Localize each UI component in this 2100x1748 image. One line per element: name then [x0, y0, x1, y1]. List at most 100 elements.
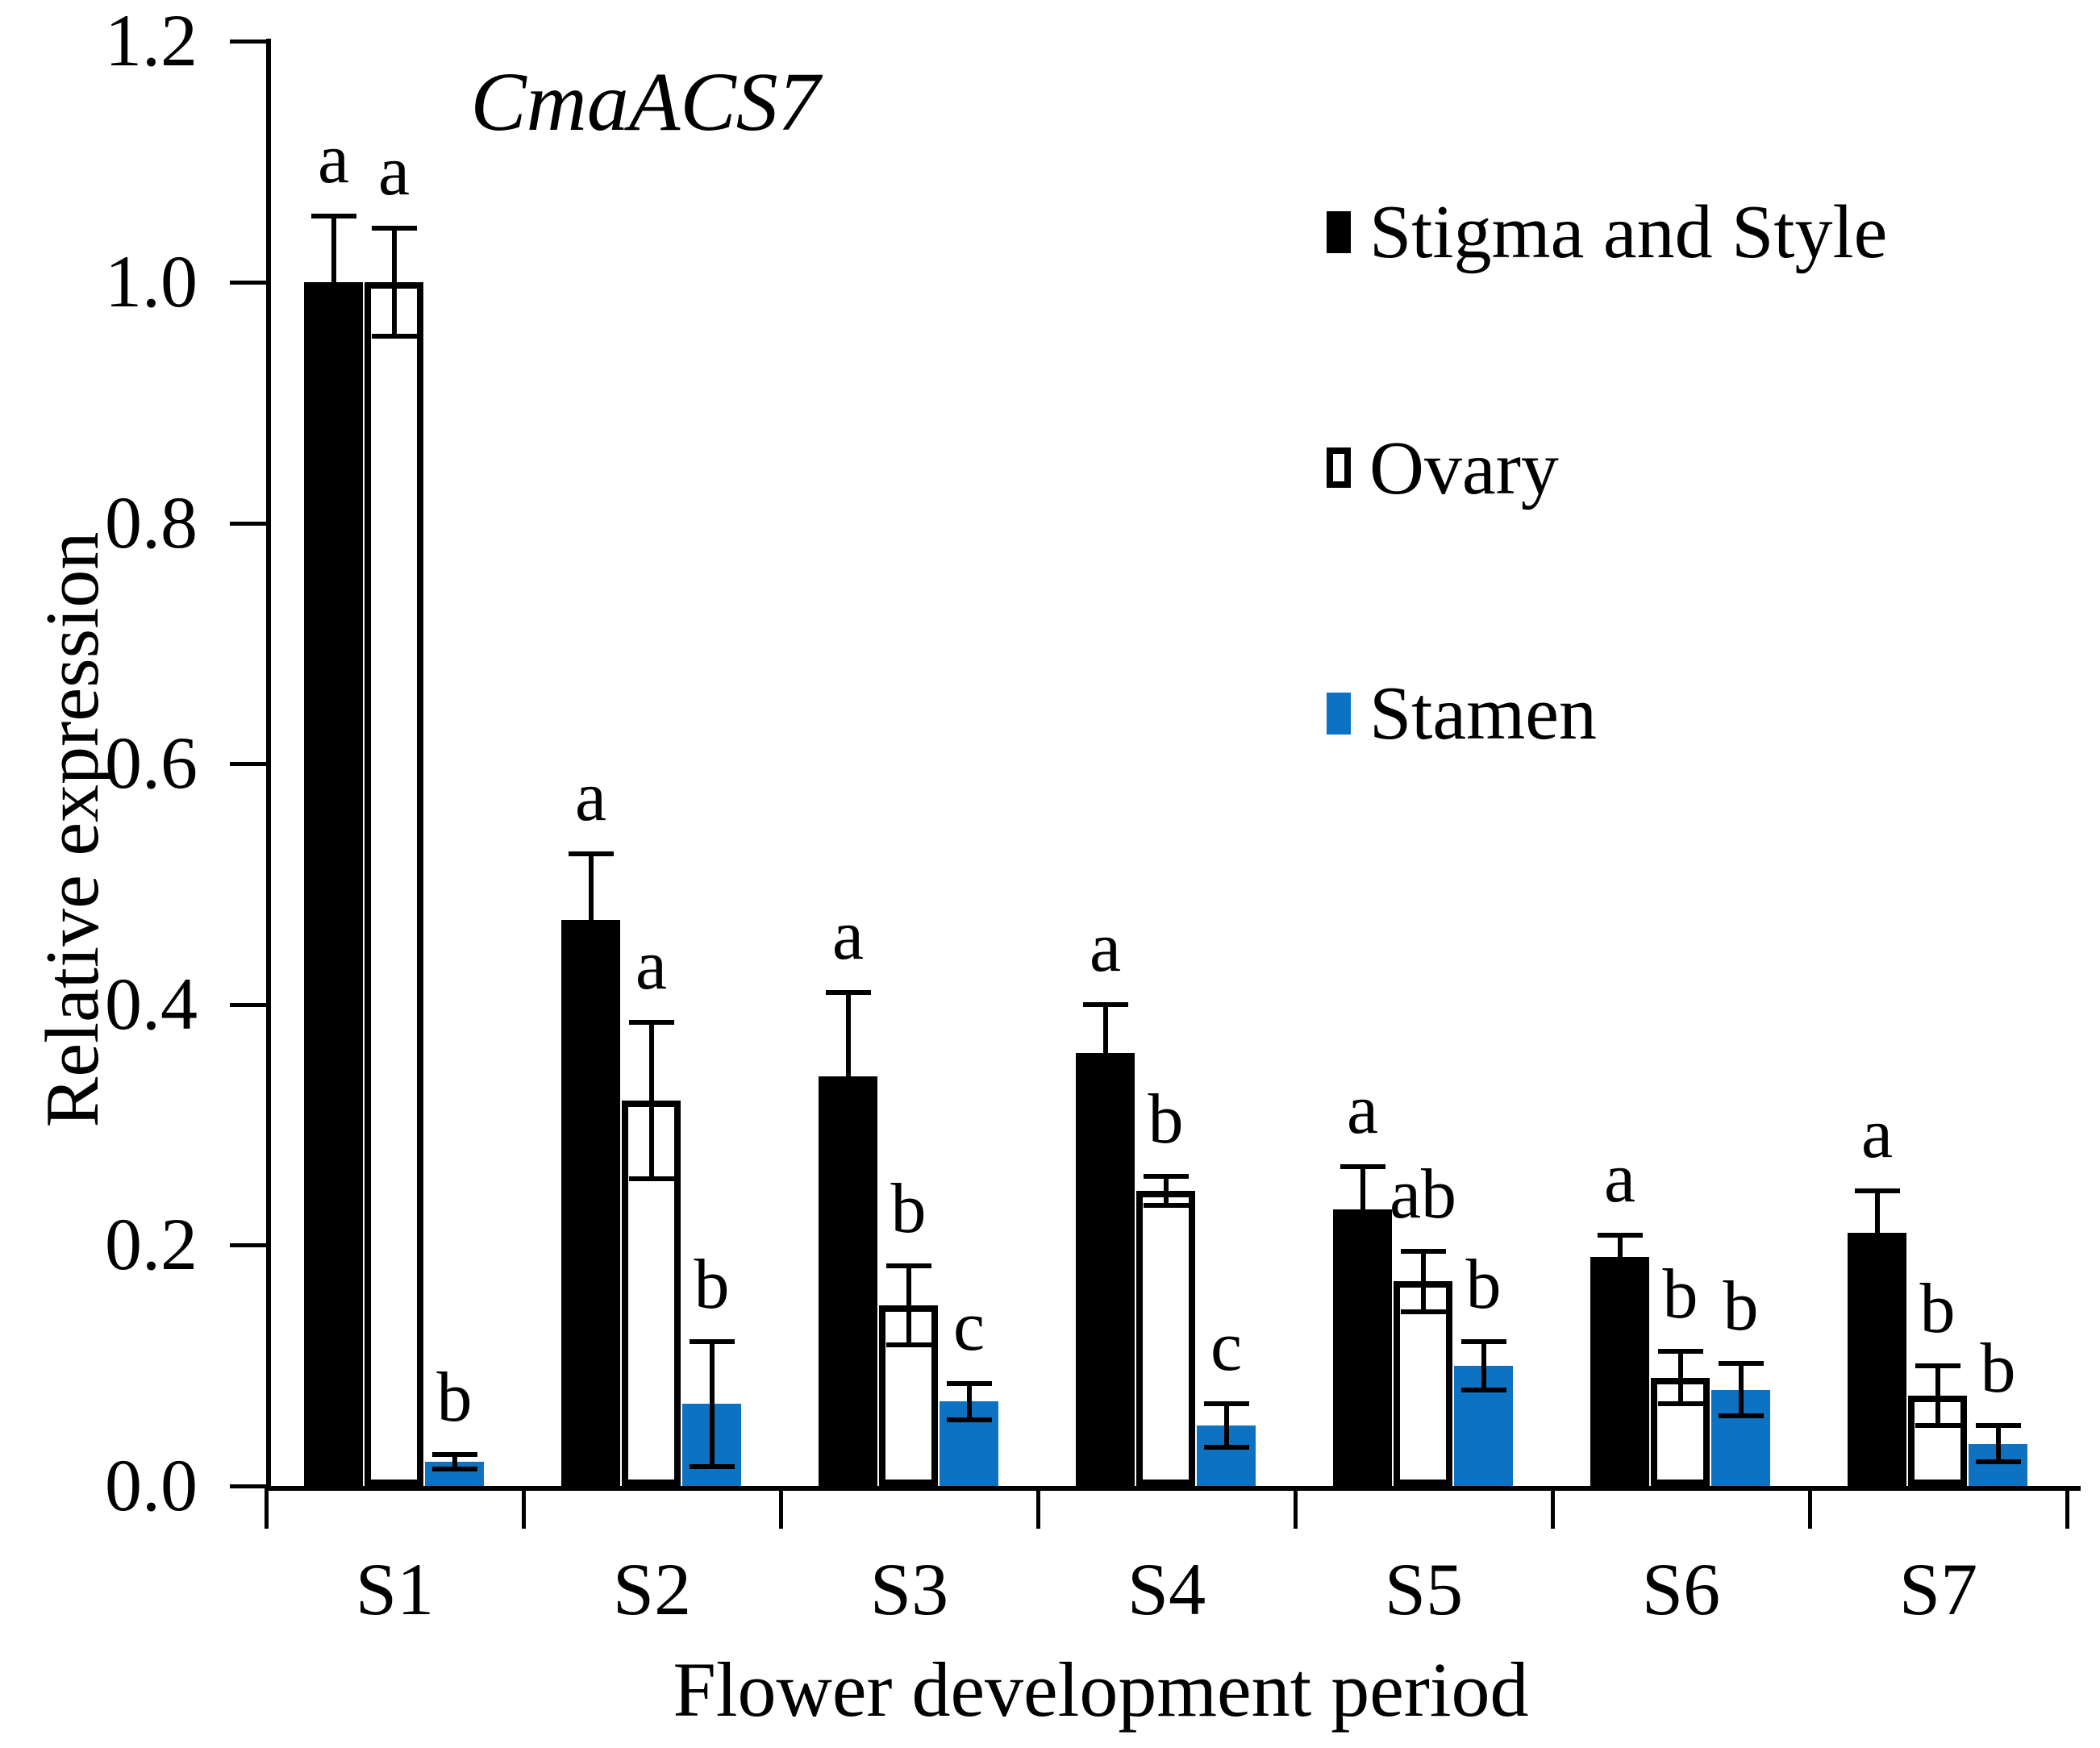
bar-stigma-and-style-s6	[1590, 1257, 1649, 1486]
error-bar-cap-top	[1143, 1174, 1189, 1180]
error-bar-line	[588, 854, 594, 987]
bar-stigma-and-style-s1	[304, 282, 363, 1486]
error-bar-cap-bottom	[628, 1176, 674, 1182]
x-category-label: S1	[355, 1548, 435, 1630]
y-tick-mark	[230, 1002, 266, 1007]
error-bar-cap-bottom	[431, 1467, 477, 1472]
bar-stigma-and-style-s4	[1076, 1052, 1135, 1486]
error-bar-cap-bottom	[946, 1417, 992, 1422]
y-tick-label: 0.4	[105, 962, 198, 1045]
significance-letter: b	[1919, 1269, 1956, 1348]
x-axis-line	[266, 1486, 2081, 1491]
error-bar-line	[1738, 1363, 1744, 1417]
significance-letter: b	[1148, 1080, 1184, 1159]
error-bar-line	[1617, 1235, 1623, 1280]
error-bar-cap-top	[1915, 1363, 1960, 1368]
error-bar-cap-bottom	[1143, 1203, 1189, 1209]
error-bar-cap-bottom	[1657, 1401, 1703, 1407]
error-bar-cap-top	[568, 851, 614, 857]
error-bar-line	[709, 1341, 715, 1467]
error-bar-cap-bottom	[825, 1158, 871, 1163]
y-tick-mark	[230, 40, 266, 44]
error-bar-cap-bottom	[1460, 1387, 1506, 1392]
legend-label: Stamen	[1369, 672, 1597, 755]
error-bar-line	[1420, 1251, 1426, 1312]
x-category-label: S3	[869, 1548, 949, 1630]
error-bar-cap-top	[825, 989, 871, 995]
error-bar-cap-top	[1657, 1348, 1703, 1354]
error-bar-cap-bottom	[1718, 1413, 1764, 1419]
error-bar-cap-top	[1340, 1164, 1385, 1170]
error-bar-cap-top	[310, 213, 356, 218]
significance-letter: b	[1662, 1255, 1698, 1334]
significance-letter: a	[1346, 1071, 1379, 1150]
error-bar-cap-bottom	[885, 1342, 931, 1348]
x-category-label: S4	[1127, 1548, 1206, 1630]
error-bar-cap-bottom	[1597, 1276, 1643, 1282]
significance-letter: b	[1465, 1245, 1502, 1324]
significance-letter: b	[1980, 1330, 2016, 1409]
error-bar-line	[391, 227, 397, 337]
significance-letter: a	[1860, 1095, 1894, 1174]
error-bar-cap-top	[1203, 1401, 1249, 1407]
error-bar-cap-top	[1082, 1001, 1128, 1007]
x-tick-mark	[1551, 1486, 1555, 1529]
open-square-icon	[1327, 447, 1351, 488]
y-tick-label: 1.2	[105, 0, 198, 82]
significance-letter: a	[377, 131, 410, 210]
error-bar-line	[966, 1384, 972, 1420]
error-bar-cap-top	[371, 225, 417, 231]
blue-filled-square-icon	[1327, 693, 1351, 735]
significance-letter: a	[317, 119, 350, 198]
y-tick-label: 1.0	[105, 240, 198, 323]
y-tick-mark	[230, 281, 266, 285]
y-tick-mark	[230, 1243, 266, 1248]
bar-ovary-s5	[1394, 1281, 1452, 1486]
y-tick-mark	[230, 762, 266, 767]
bar-ovary-s6	[1651, 1377, 1710, 1486]
error-bar-cap-bottom	[310, 346, 356, 352]
x-tick-mark	[1808, 1486, 1812, 1529]
y-tick-mark	[230, 521, 266, 526]
error-bar-cap-top	[1975, 1423, 2021, 1429]
bar-ovary-s1	[365, 282, 423, 1486]
error-bar-line	[1677, 1351, 1683, 1405]
x-category-label: S7	[1898, 1548, 1978, 1630]
error-bar-cap-top	[1718, 1360, 1764, 1366]
significance-letter: a	[635, 926, 668, 1005]
x-tick-mark	[265, 1486, 269, 1529]
bar-stigma-and-style-s2	[561, 920, 620, 1486]
error-bar-cap-top	[1400, 1248, 1446, 1254]
significance-letter: b	[694, 1245, 730, 1324]
significance-letter: a	[831, 896, 865, 975]
error-bar-cap-bottom	[1082, 1098, 1128, 1104]
error-bar-line	[1481, 1341, 1486, 1390]
error-bar-cap-bottom	[568, 984, 614, 989]
x-tick-mark	[1036, 1486, 1040, 1529]
error-bar-line	[331, 215, 336, 349]
error-bar-line	[906, 1265, 911, 1346]
significance-letter: b	[890, 1169, 927, 1248]
significance-letter: a	[1089, 908, 1122, 987]
y-tick-label: 0.2	[105, 1203, 198, 1286]
bar-ovary-s4	[1136, 1191, 1195, 1486]
x-category-label: S5	[1384, 1548, 1464, 1630]
error-bar-line	[1874, 1191, 1880, 1276]
significance-letter: c	[1210, 1308, 1243, 1387]
significance-letter: a	[574, 758, 607, 837]
error-bar-cap-bottom	[689, 1464, 735, 1470]
significance-letter: a	[1603, 1139, 1636, 1218]
error-bar-cap-bottom	[1975, 1459, 2021, 1465]
error-bar-line	[452, 1455, 457, 1470]
legend-label: Stigma and Style	[1369, 190, 1888, 274]
error-bar-cap-top	[1460, 1338, 1506, 1344]
y-tick-mark	[230, 1484, 266, 1488]
error-bar-cap-top	[885, 1263, 931, 1268]
error-bar-line	[648, 1022, 654, 1180]
error-bar-line	[845, 992, 851, 1161]
error-bar-line	[1102, 1004, 1108, 1101]
y-tick-label: 0.8	[105, 481, 198, 564]
y-tick-label: 0.6	[105, 722, 198, 805]
error-bar-cap-top	[628, 1020, 674, 1026]
